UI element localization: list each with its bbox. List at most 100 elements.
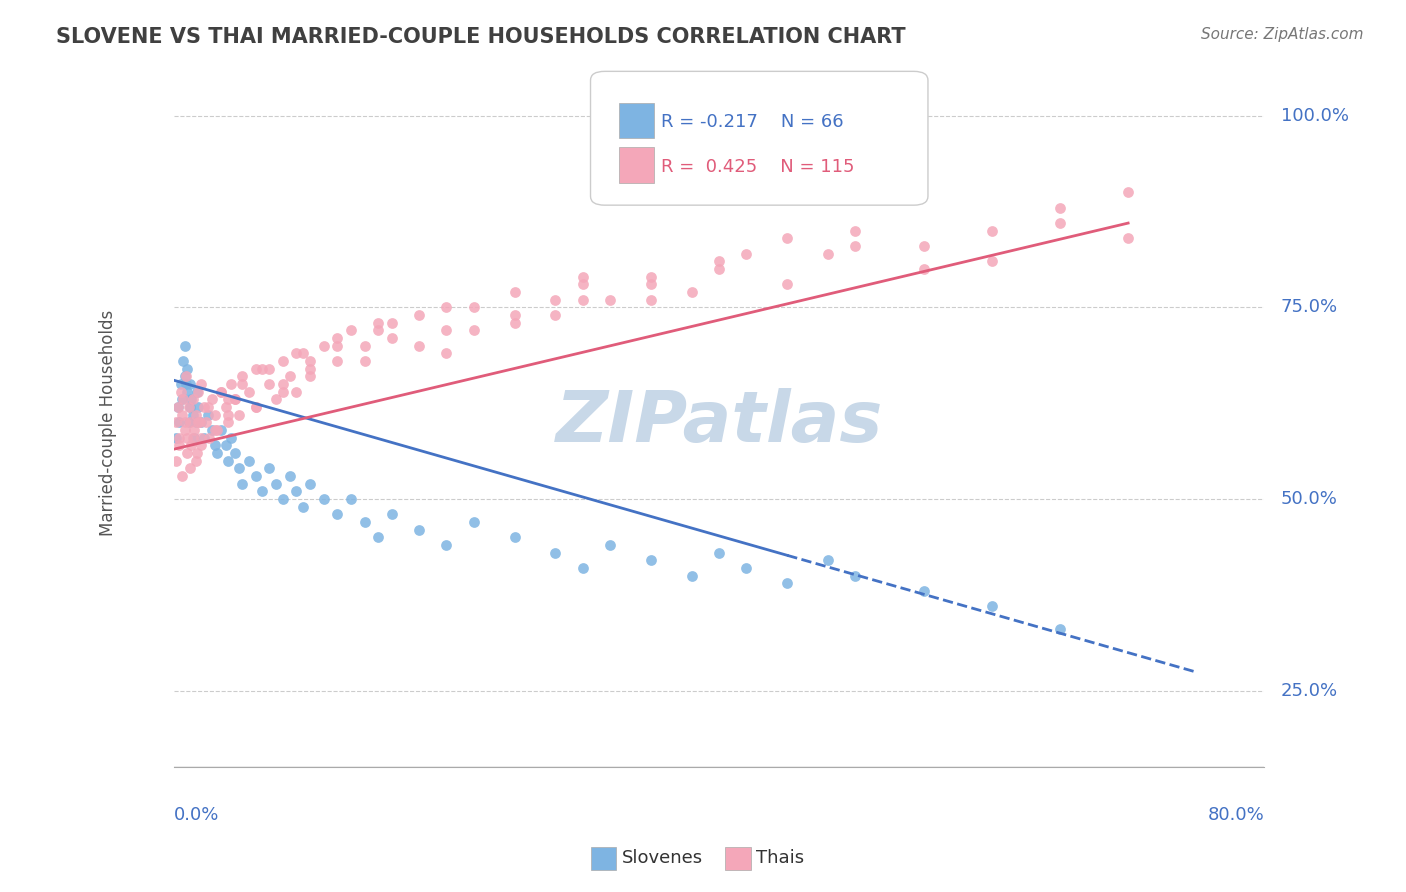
Point [167, 416, 190, 430]
Text: 80.0%: 80.0% [1208, 805, 1264, 823]
Point [367, 530, 389, 544]
Point [1116, 231, 1139, 245]
Point [245, 400, 267, 414]
Point [776, 231, 799, 245]
Point [326, 331, 349, 345]
Point [817, 246, 839, 260]
Point [176, 446, 198, 460]
Point [340, 491, 363, 506]
Point [1049, 201, 1071, 215]
Point [179, 416, 201, 430]
Text: Thais: Thais [756, 849, 804, 867]
Point [197, 408, 219, 422]
Point [299, 354, 322, 368]
Point [193, 431, 215, 445]
Point [224, 446, 246, 460]
Text: Source: ZipAtlas.com: Source: ZipAtlas.com [1201, 27, 1364, 42]
Point [640, 293, 662, 307]
Point [187, 384, 209, 399]
Point [219, 377, 242, 392]
Text: R = -0.217    N = 66: R = -0.217 N = 66 [661, 113, 844, 131]
Point [271, 491, 294, 506]
Point [179, 400, 201, 414]
Point [381, 331, 404, 345]
Point [264, 392, 287, 407]
Point [186, 384, 208, 399]
Point [211, 384, 233, 399]
Point [179, 377, 201, 392]
Point [201, 423, 224, 437]
Point [367, 323, 389, 337]
Point [436, 538, 458, 552]
Text: 100.0%: 100.0% [1281, 107, 1348, 125]
Point [166, 416, 188, 430]
Point [228, 461, 250, 475]
Point [299, 369, 322, 384]
Point [408, 339, 430, 353]
Point [844, 239, 866, 253]
Point [912, 239, 935, 253]
Point [285, 484, 308, 499]
Point [408, 308, 430, 322]
Point [707, 254, 730, 268]
Point [278, 369, 301, 384]
Point [252, 484, 274, 499]
Point [197, 400, 219, 414]
Point [172, 392, 194, 407]
Point [169, 384, 191, 399]
Point [207, 423, 229, 437]
Point [271, 354, 294, 368]
Point [299, 476, 322, 491]
Point [214, 400, 236, 414]
Point [353, 339, 375, 353]
Point [217, 392, 239, 407]
Point [776, 576, 799, 591]
Point [204, 408, 226, 422]
Point [176, 361, 198, 376]
Point [640, 277, 662, 292]
Point [201, 392, 224, 407]
Point [172, 354, 194, 368]
Point [912, 262, 935, 277]
Point [735, 246, 758, 260]
Point [181, 408, 204, 422]
Point [436, 346, 458, 360]
Point [544, 546, 567, 560]
Point [180, 392, 202, 407]
Point [436, 301, 458, 315]
Point [193, 400, 215, 414]
Point [326, 339, 349, 353]
Point [231, 476, 253, 491]
Point [285, 384, 308, 399]
Point [187, 416, 209, 430]
Point [299, 361, 322, 376]
Point [707, 546, 730, 560]
Point [980, 254, 1002, 268]
Point [367, 316, 389, 330]
Point [463, 301, 485, 315]
Point [207, 446, 229, 460]
Point [735, 561, 758, 575]
Point [503, 316, 526, 330]
Point [571, 561, 593, 575]
Text: Slovenes: Slovenes [621, 849, 703, 867]
Point [844, 224, 866, 238]
Point [707, 262, 730, 277]
Point [257, 361, 280, 376]
Point [177, 416, 200, 430]
Point [211, 384, 233, 399]
Point [245, 469, 267, 483]
Point [181, 431, 204, 445]
Point [681, 285, 703, 299]
Text: 0.0%: 0.0% [174, 805, 219, 823]
Point [176, 384, 198, 399]
Point [184, 453, 207, 467]
Point [912, 584, 935, 599]
Point [1116, 186, 1139, 200]
Point [190, 438, 212, 452]
Point [1049, 216, 1071, 230]
Point [271, 377, 294, 392]
Point [436, 323, 458, 337]
Point [817, 553, 839, 567]
Point [238, 384, 260, 399]
